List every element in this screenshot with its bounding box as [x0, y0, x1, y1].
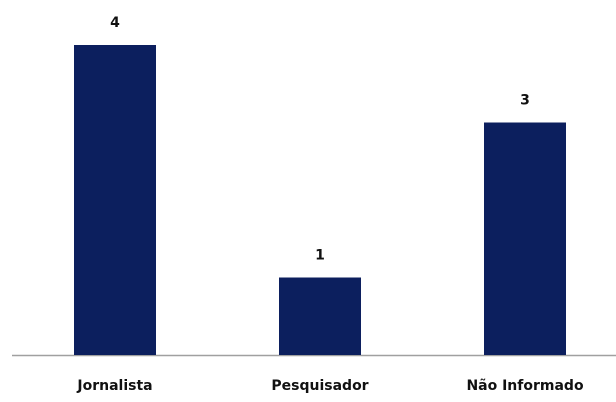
bar: [484, 122, 566, 355]
data-label: 1: [315, 248, 325, 264]
x-tick-label: Pesquisador: [271, 378, 368, 394]
data-label: 3: [520, 93, 530, 109]
bar: [74, 45, 156, 355]
x-tick-label: Jornalista: [76, 378, 152, 394]
data-label: 4: [110, 15, 120, 31]
x-tick-label: Não Informado: [466, 378, 584, 394]
bar: [279, 277, 361, 355]
